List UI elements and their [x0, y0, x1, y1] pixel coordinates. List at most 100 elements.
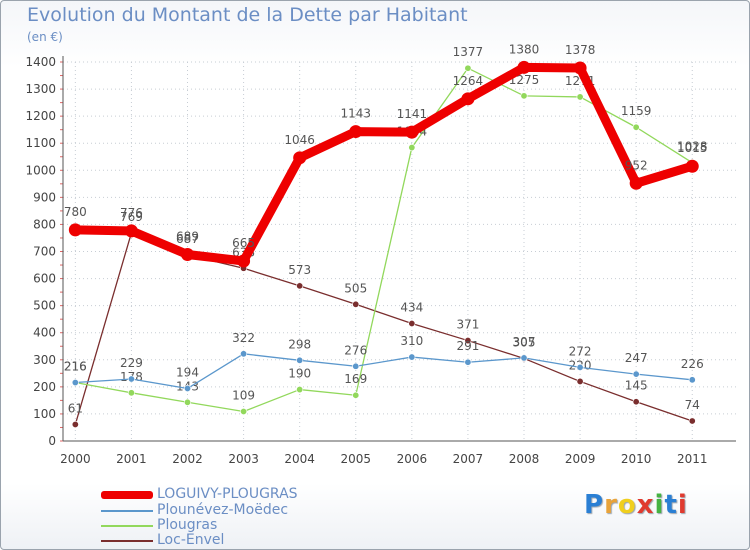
chart-title: Evolution du Montant de la Dette par Hab…: [27, 4, 468, 26]
data-point: [349, 125, 363, 139]
x-tick-label: 2002: [172, 452, 203, 466]
data-label: 194: [176, 365, 199, 379]
data-point: [405, 125, 419, 139]
legend-swatch-plounevez: [101, 510, 153, 512]
legend-label-loguivy: LOGUIVY-PLOUGRAS: [157, 486, 298, 502]
data-point: [71, 379, 79, 387]
data-label: 322: [232, 331, 255, 345]
data-label: 1159: [621, 104, 652, 118]
data-point: [520, 354, 528, 362]
data-label: 1141: [397, 107, 428, 121]
data-point: [293, 151, 307, 165]
x-tick-label: 2010: [621, 452, 652, 466]
logo-letter: x: [636, 490, 655, 520]
data-label: 190: [288, 367, 311, 381]
data-point: [520, 92, 528, 100]
y-tick-label: 1100: [25, 136, 56, 150]
data-point: [688, 417, 696, 425]
data-point: [576, 93, 584, 101]
data-label: 776: [120, 206, 143, 220]
data-label: 276: [344, 343, 367, 357]
data-label: 74: [685, 398, 700, 412]
data-point: [237, 254, 251, 268]
data-point: [184, 398, 192, 406]
x-tick-label: 2007: [453, 452, 484, 466]
data-label: 371: [456, 318, 479, 332]
data-label: 1046: [284, 133, 315, 147]
data-label: 229: [120, 356, 143, 370]
y-tick-label: 1000: [25, 163, 56, 177]
y-tick-label: 500: [33, 299, 56, 313]
y-tick-label: 1300: [25, 82, 56, 96]
data-point: [184, 384, 192, 392]
data-label: 305: [513, 335, 536, 349]
data-point: [685, 159, 699, 173]
data-point: [127, 389, 135, 397]
y-tick-label: 700: [33, 245, 56, 259]
data-label: 665: [232, 236, 255, 250]
x-tick-label: 2003: [228, 452, 259, 466]
series-line-2: [74, 67, 693, 413]
data-point: [127, 375, 135, 383]
data-point: [408, 144, 416, 152]
logo-letter: P: [584, 490, 605, 520]
legend-swatch-plougras: [101, 525, 153, 527]
data-label: 1377: [453, 45, 484, 59]
data-label: 687: [176, 232, 199, 246]
data-point: [517, 60, 531, 74]
data-label: 307: [513, 335, 536, 349]
y-tick-label: 800: [33, 217, 56, 231]
y-tick-label: 100: [33, 407, 56, 421]
x-tick-label: 2004: [284, 452, 315, 466]
data-point: [573, 61, 587, 75]
data-label: 61: [68, 401, 83, 415]
x-tick-label: 2005: [340, 452, 371, 466]
x-tick-label: 2008: [509, 452, 540, 466]
data-label: 505: [344, 281, 367, 295]
data-label: 291: [456, 339, 479, 353]
legend-swatch-loc-envel: [101, 540, 153, 542]
data-label: 1380: [509, 42, 540, 56]
data-label: 952: [625, 158, 648, 172]
x-tick-label: 2000: [60, 452, 91, 466]
logo-letter: o: [617, 490, 637, 520]
proxiti-logo: Proxiti: [584, 490, 688, 520]
x-tick-label: 2001: [116, 452, 147, 466]
data-label: 1028: [677, 140, 708, 154]
data-point: [461, 92, 475, 106]
chart-unit: (en €): [27, 30, 63, 44]
data-point: [408, 320, 416, 328]
y-tick-label: 0: [48, 434, 56, 448]
data-label: 1143: [340, 107, 371, 121]
data-label: 247: [625, 351, 648, 365]
legend-label-loc-envel: Loc-Envel: [157, 532, 225, 548]
data-point: [240, 350, 248, 358]
data-point: [352, 300, 360, 308]
x-tick-label: 2011: [677, 452, 708, 466]
data-label: 434: [400, 301, 423, 315]
data-point: [296, 356, 304, 364]
data-point: [181, 247, 195, 261]
data-label: 769: [120, 210, 143, 224]
data-point: [632, 398, 640, 406]
data-label: 216: [64, 360, 87, 374]
data-label: 109: [232, 388, 255, 402]
data-point: [296, 282, 304, 290]
legend-label-plougras: Plougras: [157, 517, 218, 533]
data-point: [352, 391, 360, 399]
y-tick-label: 300: [33, 353, 56, 367]
y-tick-label: 400: [33, 326, 56, 340]
logo-letter: i: [654, 490, 665, 520]
data-point: [464, 358, 472, 366]
data-point: [464, 64, 472, 72]
series-line-3: [74, 232, 693, 426]
data-label: 272: [569, 344, 592, 358]
data-label: 1015: [677, 141, 708, 155]
data-label: 298: [288, 337, 311, 351]
data-point: [352, 362, 360, 370]
data-label: 1378: [565, 43, 596, 57]
x-tick-label: 2006: [397, 452, 428, 466]
data-label: 689: [176, 229, 199, 243]
